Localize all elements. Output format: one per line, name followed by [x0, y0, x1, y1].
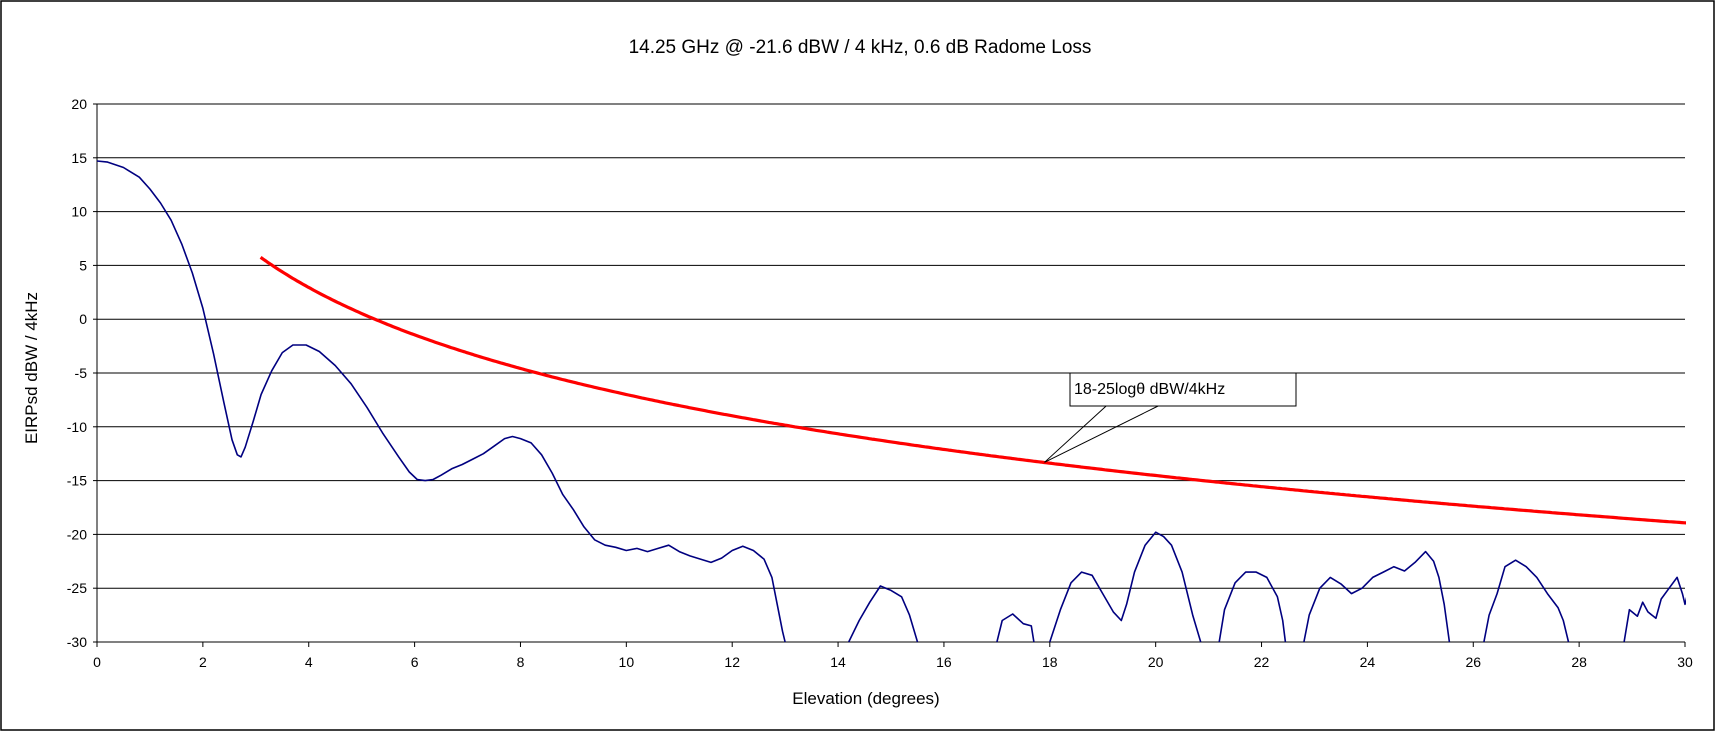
y-tick-label: 20 — [71, 96, 87, 112]
y-tick-label: -20 — [67, 526, 87, 542]
antenna-pattern-line — [96, 160, 786, 643]
x-tick-label: 10 — [619, 654, 635, 670]
antenna-pattern-line — [1049, 531, 1202, 643]
x-tick-label: 18 — [1042, 654, 1058, 670]
y-tick-label: 10 — [71, 204, 87, 220]
y-tick-labels: -30 -25 -20 -15 -10 -5 0 5 10 15 20 — [67, 96, 87, 650]
x-tick-label: 2 — [199, 654, 207, 670]
x-tick-label: 24 — [1360, 654, 1376, 670]
y-tick-label: 5 — [79, 257, 87, 273]
annotation-label: 18-25logθ dBW/4kHz — [1074, 381, 1225, 398]
antenna-pattern-line — [1303, 550, 1451, 643]
x-tick-label: 12 — [724, 654, 740, 670]
y-tick-label: -25 — [67, 580, 87, 596]
grid-lines — [93, 103, 1685, 643]
annotation-box — [1069, 372, 1297, 407]
y-tick-label: -15 — [67, 473, 87, 489]
axes — [96, 104, 1686, 647]
x-tick-label: 30 — [1677, 654, 1693, 670]
annotation: 18-25logθ dBW/4kHz — [1044, 372, 1297, 463]
x-tick-label: 16 — [936, 654, 952, 670]
y-tick-label: -5 — [75, 365, 88, 381]
x-tick-label: 6 — [411, 654, 419, 670]
series-lines — [96, 160, 1686, 643]
chart-title: 14.25 GHz @ -21.6 dBW / 4 kHz, 0.6 dB Ra… — [629, 37, 1092, 58]
x-tick-label: 0 — [93, 654, 101, 670]
y-axis-label: EIRPsd dBW / 4kHz — [22, 292, 41, 444]
antenna-pattern-line — [996, 613, 1035, 643]
x-tick-labels: 0 2 4 6 8 10 12 14 16 18 20 22 24 26 28 30 — [93, 654, 1693, 670]
x-tick-label: 28 — [1571, 654, 1587, 670]
y-tick-label: 15 — [71, 150, 87, 166]
antenna-pattern-line — [1218, 571, 1287, 643]
x-tick-label: 4 — [305, 654, 313, 670]
x-tick-label: 26 — [1465, 654, 1481, 670]
x-axis-label: Elevation (degrees) — [792, 689, 939, 708]
mask-limit-line — [259, 256, 1686, 525]
antenna-pattern-line — [847, 585, 919, 643]
antenna-pattern-line — [1483, 559, 1570, 643]
x-tick-label: 8 — [517, 654, 525, 670]
y-tick-label: -10 — [67, 419, 87, 435]
x-tick-label: 14 — [830, 654, 846, 670]
y-tick-label: -30 — [67, 634, 87, 650]
antenna-pattern-line — [1623, 576, 1686, 643]
x-tick-label: 22 — [1254, 654, 1270, 670]
x-tick-label: 20 — [1148, 654, 1164, 670]
annotation-pointer-right — [1044, 405, 1159, 463]
annotation-pointer-left — [1044, 405, 1107, 463]
y-tick-label: 0 — [79, 311, 87, 327]
